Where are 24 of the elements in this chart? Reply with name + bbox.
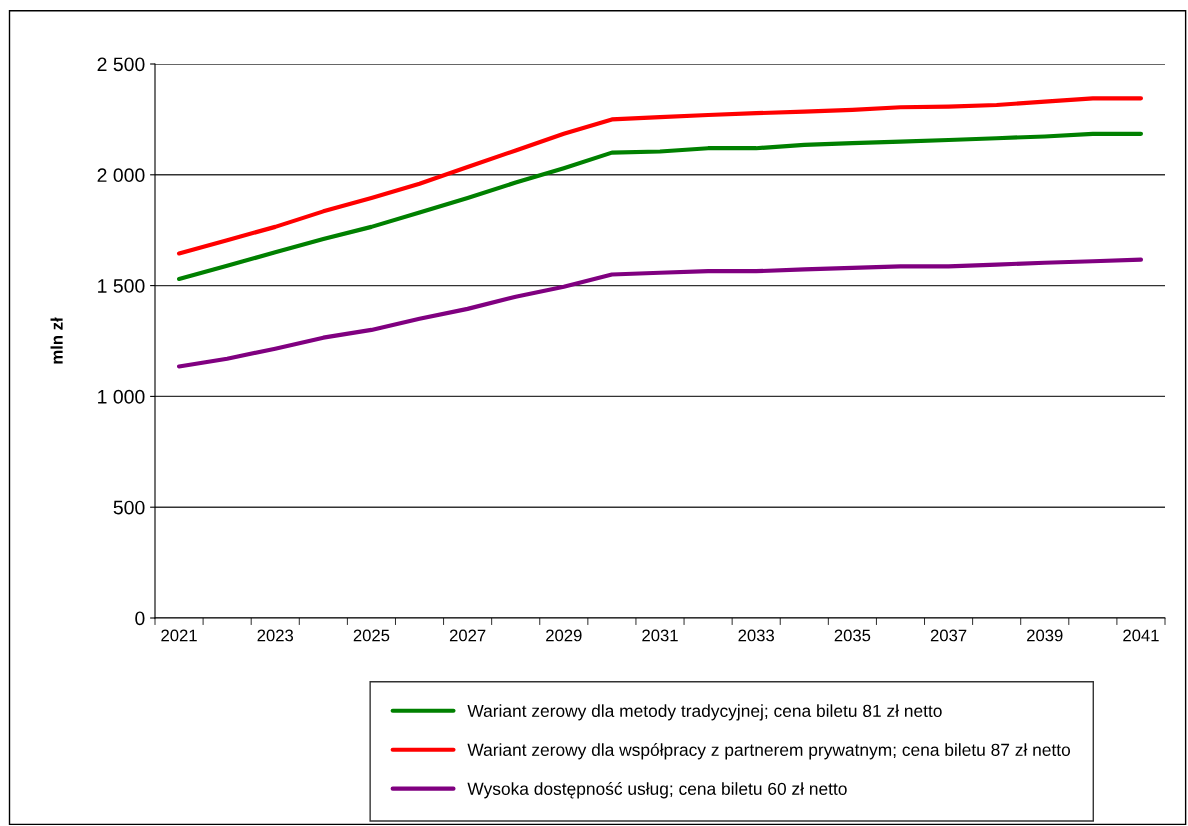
y-tick-label: 2 000	[97, 168, 145, 183]
y-tick-label: 500	[113, 500, 145, 515]
y-tick-label: 0	[135, 611, 145, 626]
y-tick-label: 1 000	[98, 389, 145, 404]
legend-label: Wariant zerowy dla metody tradycyjnej; cena biletu 81 zł netto	[467, 704, 942, 721]
y-axis-title: mln zł	[50, 317, 63, 364]
x-tick-label: 2023	[257, 629, 294, 642]
x-tick-label: 2041	[1123, 629, 1159, 642]
x-tick-label: 2033	[738, 629, 774, 642]
line-series	[176, 96, 1144, 256]
x-tick-label: 2025	[353, 629, 390, 642]
x-tick-label: 2035	[834, 629, 871, 642]
x-tick-label: 2031	[642, 629, 678, 642]
line-series	[176, 131, 1144, 282]
legend-label: Wariant zerowy dla współpracy z partnerem prywatnym; cena biletu 87 zł netto	[467, 743, 1071, 760]
x-tick-label: 2027	[449, 629, 486, 642]
x-tick-label: 2021	[161, 629, 197, 642]
y-tick-label: 1 500	[98, 279, 145, 293]
line-series	[176, 257, 1144, 369]
x-tick-label: 2037	[930, 629, 967, 642]
x-tick-label: 2029	[546, 629, 582, 642]
x-tick-label: 2039	[1027, 629, 1063, 642]
y-tick-label: 2 500	[97, 57, 145, 72]
legend-label: Wysoka dostępność usług; cena biletu 60 zł netto	[467, 781, 847, 799]
